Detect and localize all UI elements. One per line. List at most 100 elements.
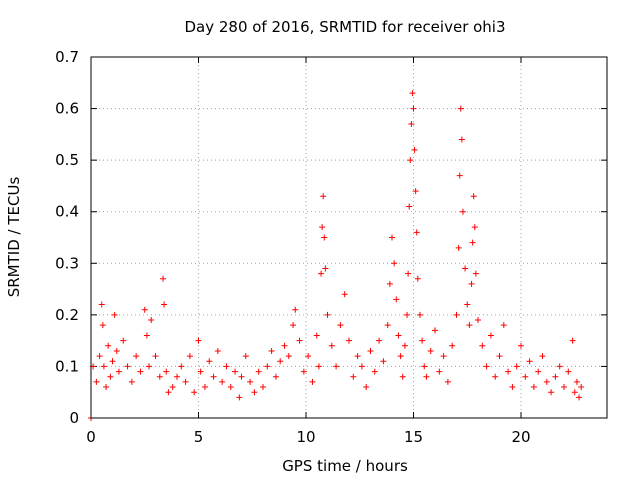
data-point — [341, 291, 348, 298]
data-point — [573, 378, 580, 385]
data-point — [389, 234, 395, 241]
data-point — [322, 265, 329, 272]
data-point — [475, 317, 481, 324]
data-point — [247, 378, 254, 385]
data-point — [393, 296, 400, 303]
data-point — [552, 373, 559, 380]
data-point — [401, 342, 408, 349]
data-point — [479, 342, 486, 349]
data-point — [410, 105, 417, 112]
data-point — [421, 363, 428, 370]
data-point — [232, 368, 239, 375]
data-point — [96, 353, 103, 360]
data-point — [161, 301, 168, 308]
data-point — [169, 384, 176, 391]
data-point — [458, 136, 465, 143]
data-point — [436, 368, 443, 375]
data-point — [100, 363, 107, 370]
data-point — [141, 306, 148, 313]
data-point — [569, 337, 576, 344]
data-point — [320, 193, 327, 200]
data-point — [143, 332, 150, 339]
data-point — [272, 373, 279, 380]
data-point — [457, 105, 464, 112]
y-axis-label: SRMTID / TECUs — [5, 177, 23, 298]
data-point — [427, 347, 434, 354]
data-point — [449, 342, 456, 349]
data-point — [472, 270, 479, 277]
data-point — [468, 280, 475, 287]
data-point — [500, 322, 507, 329]
x-tick-label: 0 — [86, 428, 96, 446]
data-point — [268, 347, 275, 354]
data-point — [178, 363, 185, 370]
plot-frame — [90, 56, 608, 419]
data-point — [539, 353, 546, 360]
data-point — [296, 337, 303, 344]
data-point — [124, 363, 131, 370]
data-point — [313, 332, 320, 339]
data-point — [384, 322, 391, 329]
data-point — [137, 368, 144, 375]
data-point — [483, 363, 490, 370]
data-point — [406, 203, 413, 210]
data-point — [456, 172, 463, 179]
data-point — [471, 224, 478, 231]
data-points — [88, 90, 585, 421]
data-point — [242, 353, 249, 360]
data-point — [363, 384, 370, 391]
data-point — [469, 239, 476, 246]
data-point — [223, 363, 230, 370]
data-point — [395, 332, 402, 339]
data-point — [455, 244, 462, 251]
data-point — [152, 353, 159, 360]
data-point — [371, 368, 378, 375]
data-point — [535, 368, 542, 375]
data-point — [105, 342, 112, 349]
y-tick-label: 0.6 — [55, 100, 79, 118]
data-point — [160, 275, 167, 282]
data-point — [561, 384, 567, 391]
data-point — [407, 157, 414, 164]
data-point — [409, 90, 416, 97]
data-point — [416, 311, 423, 318]
data-point — [133, 353, 140, 360]
data-point — [444, 378, 451, 385]
data-point — [376, 337, 383, 344]
data-point — [201, 384, 208, 391]
data-point — [264, 363, 271, 370]
x-tick-label: 5 — [194, 428, 204, 446]
data-point — [337, 322, 344, 329]
data-point — [556, 363, 563, 370]
data-point — [163, 368, 170, 375]
data-point — [453, 311, 460, 318]
y-tick-label: 0.7 — [55, 48, 79, 66]
data-point — [300, 368, 307, 375]
data-point — [321, 234, 328, 241]
data-point — [367, 347, 374, 354]
data-point — [148, 317, 155, 324]
data-point — [413, 229, 420, 236]
data-point — [350, 373, 357, 380]
data-point — [496, 353, 503, 360]
data-point — [255, 368, 262, 375]
data-point — [174, 373, 180, 380]
data-point — [206, 358, 213, 365]
data-point — [419, 337, 426, 344]
data-point — [128, 378, 135, 385]
data-point — [414, 275, 421, 282]
data-point — [487, 332, 494, 339]
data-point — [182, 378, 189, 385]
data-point — [522, 373, 529, 380]
data-point — [391, 260, 398, 267]
data-point — [214, 347, 221, 354]
data-point — [156, 373, 163, 380]
data-point — [571, 389, 578, 396]
data-point — [103, 384, 110, 391]
data-point — [107, 373, 114, 380]
data-point — [277, 358, 284, 365]
data-point — [285, 353, 292, 360]
data-point — [115, 368, 122, 375]
y-tick-label: 0.4 — [55, 203, 79, 221]
